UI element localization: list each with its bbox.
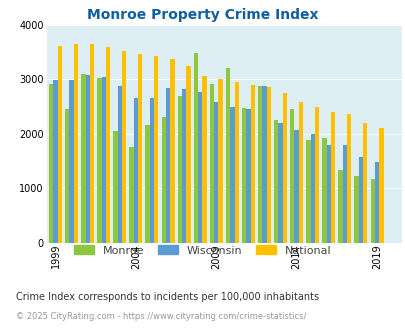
Bar (282, 93, 286, 243)
Bar (166, 88, 170, 243)
Bar (117, 86, 121, 243)
Bar (273, 120, 278, 243)
Bar (177, 95, 181, 243)
Bar (225, 68, 230, 243)
Bar (278, 123, 282, 243)
Bar (314, 107, 318, 243)
Bar (213, 102, 218, 243)
Bar (266, 87, 271, 243)
Bar (149, 98, 154, 243)
Bar (85, 75, 90, 243)
Bar (154, 56, 158, 243)
Bar (101, 77, 106, 243)
Bar (330, 113, 335, 243)
Bar (133, 98, 138, 243)
Bar (161, 117, 166, 243)
Bar (354, 176, 358, 243)
Bar (138, 54, 142, 243)
Bar (106, 47, 110, 243)
Bar (49, 83, 53, 243)
Bar (290, 109, 294, 243)
Bar (65, 109, 69, 243)
Bar (202, 77, 206, 243)
Text: Monroe Property Crime Index: Monroe Property Crime Index (87, 8, 318, 22)
Bar (346, 114, 350, 243)
Bar (198, 92, 202, 243)
Bar (250, 84, 254, 243)
Bar (181, 89, 186, 243)
Bar (170, 59, 174, 243)
Bar (378, 128, 383, 243)
Bar (113, 131, 117, 243)
Bar (145, 125, 149, 243)
Bar (58, 46, 62, 243)
Bar (326, 145, 330, 243)
Bar (230, 107, 234, 243)
Bar (337, 170, 342, 243)
Bar (69, 80, 74, 243)
Legend: Monroe, Wisconsin, National: Monroe, Wisconsin, National (70, 241, 335, 260)
Text: Crime Index corresponds to incidents per 100,000 inhabitants: Crime Index corresponds to incidents per… (16, 292, 319, 302)
Bar (186, 66, 190, 243)
Bar (209, 83, 213, 243)
Bar (122, 51, 126, 243)
Bar (257, 86, 262, 243)
Bar (305, 140, 310, 243)
Text: © 2025 CityRating.com - https://www.cityrating.com/crime-statistics/: © 2025 CityRating.com - https://www.city… (16, 312, 306, 321)
Bar (322, 138, 326, 243)
Bar (246, 109, 250, 243)
Bar (241, 108, 246, 243)
Bar (294, 130, 298, 243)
Bar (218, 79, 222, 243)
Bar (74, 44, 78, 243)
Bar (53, 80, 58, 243)
Bar (310, 134, 314, 243)
Bar (90, 44, 94, 243)
Bar (262, 86, 266, 243)
Bar (370, 180, 374, 243)
Bar (129, 147, 133, 243)
Bar (362, 123, 367, 243)
Bar (342, 145, 346, 243)
Bar (298, 102, 303, 243)
Bar (193, 53, 198, 243)
Bar (358, 157, 362, 243)
Bar (234, 82, 238, 243)
Bar (374, 162, 378, 243)
Bar (81, 74, 85, 243)
Bar (97, 78, 101, 243)
